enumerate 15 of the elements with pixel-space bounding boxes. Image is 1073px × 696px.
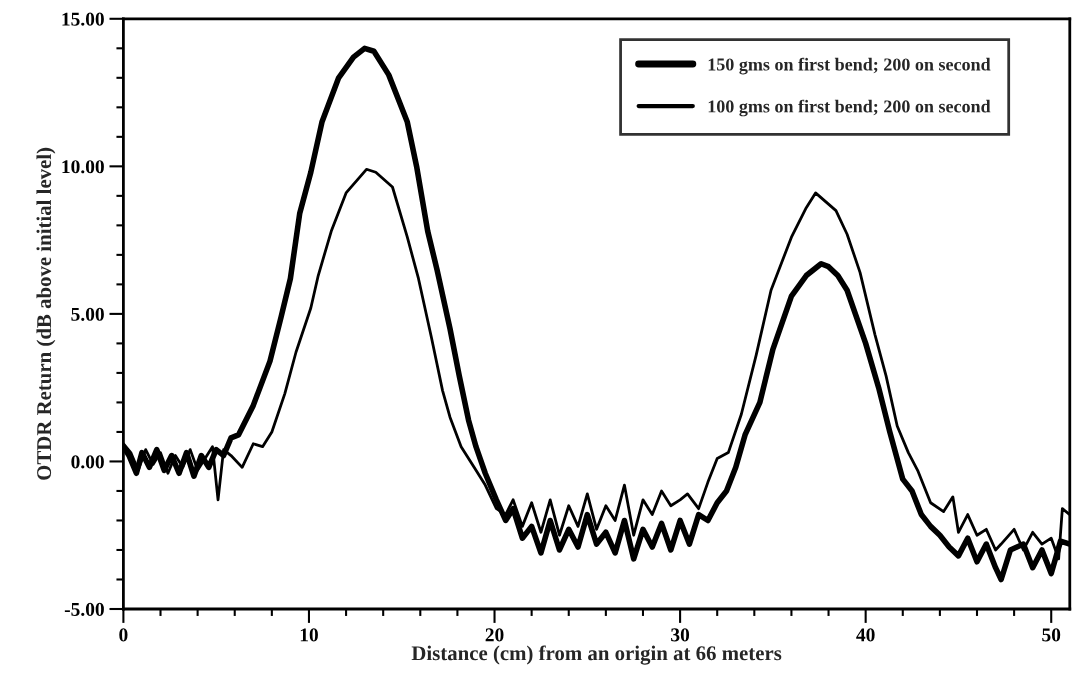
y-tick-label: -5.00 (64, 602, 104, 617)
y-tick-label: 15.00 (62, 12, 104, 26)
x-tick-label: 10 (300, 628, 318, 642)
x-tick-label: 40 (856, 628, 875, 642)
x-tick-label: 50 (1042, 628, 1061, 642)
y-tick-label: 5.00 (71, 307, 104, 321)
x-axis-title: Distance (cm) from an origin at 66 meters (411, 645, 782, 665)
legend-label: 150 gms on first bend; 200 on second (708, 57, 991, 75)
y-axis-title: OTDR Return (dB above initial level) (36, 147, 56, 480)
legend-label: 100 gms on first bend; 200 on second (708, 99, 991, 117)
x-tick-label: 30 (671, 628, 690, 642)
x-tick-label: 20 (485, 628, 504, 642)
y-tick-label: 10.00 (62, 160, 104, 174)
y-tick-label: 0.00 (71, 455, 104, 469)
x-tick-label: 0 (119, 628, 128, 642)
